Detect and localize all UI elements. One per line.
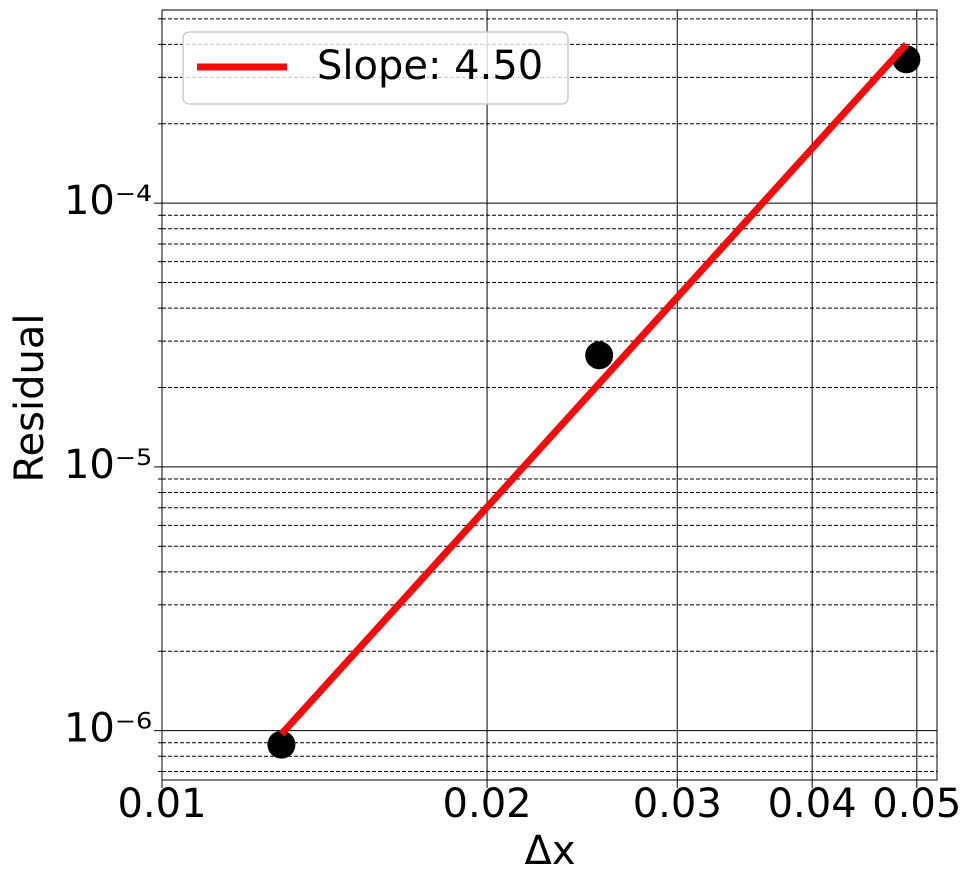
fit-line	[278, 42, 909, 737]
y-axis-label: Residual	[7, 314, 53, 483]
plot-frame	[161, 9, 938, 781]
x-tick-label: 0.02	[443, 781, 532, 827]
point	[585, 341, 614, 370]
x-tick-label: 0.03	[633, 781, 722, 827]
y-tick-label: 10⁻⁴	[64, 178, 152, 224]
x-axis-label: Δx	[524, 828, 575, 874]
x-tick-label: 0.04	[768, 781, 857, 827]
y-tick-label: 10⁻⁶	[64, 706, 152, 752]
legend-box	[182, 31, 569, 105]
x-tick-label: 0.01	[117, 781, 206, 827]
point	[267, 730, 296, 759]
x-tick-label: 0.05	[872, 781, 961, 827]
y-tick-label: 10⁻⁵	[64, 442, 152, 488]
legend-label: Slope: 4.50	[317, 43, 543, 89]
